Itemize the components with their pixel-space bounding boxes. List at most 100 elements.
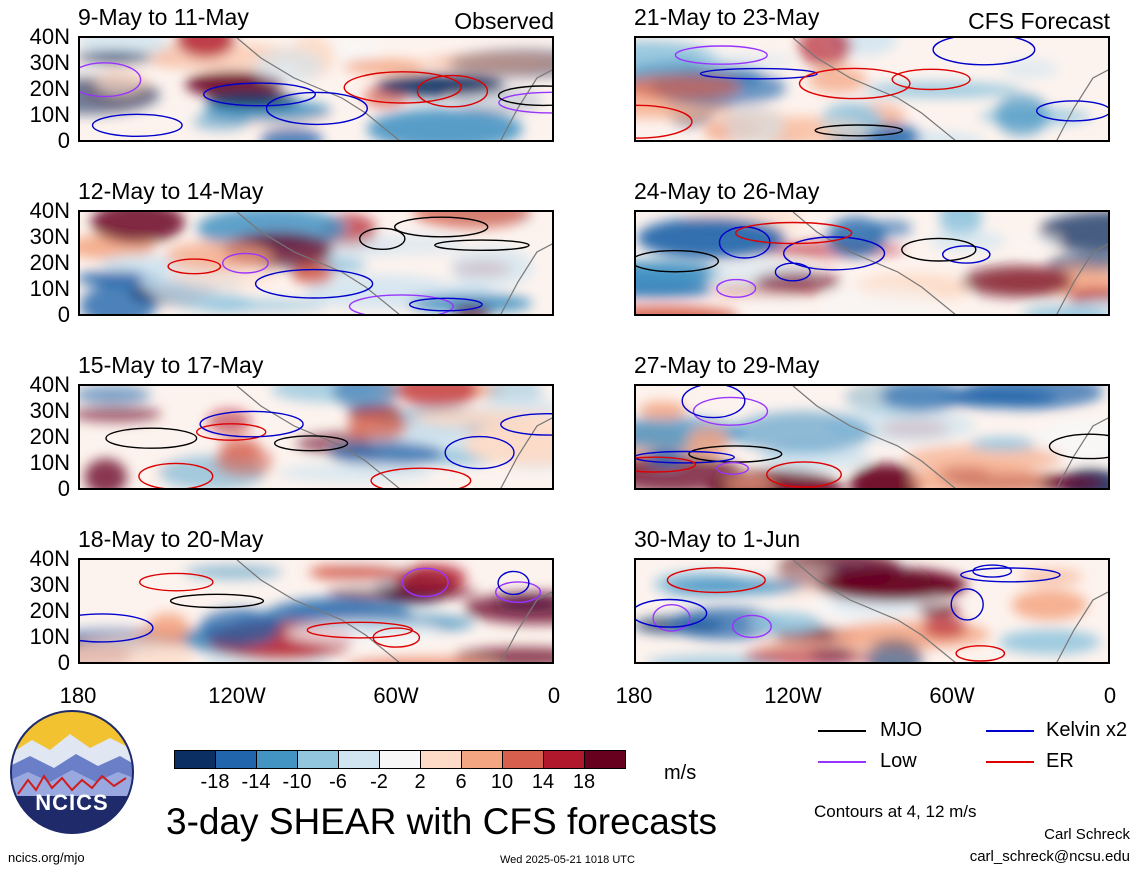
colorbar-bin [338,750,380,769]
lon-label: 0 [547,683,561,708]
contour-line [358,227,406,250]
contour-line [666,567,766,594]
contour-line [80,613,154,643]
panel-title-4: 18-May to 20-May [78,526,264,552]
contour-line [497,85,552,107]
lat-label: 30N [29,50,70,75]
colorbar-tick: -2 [370,771,388,793]
contour-line [699,67,818,80]
coastline [792,38,1108,140]
contour-line [1036,100,1108,122]
shear-field-3 [80,386,552,488]
contour-line [716,461,750,475]
lat-label: 20N [29,250,70,275]
contour-line [932,38,1036,66]
contour-line [195,423,267,441]
legend-line-kelvin [986,730,1034,732]
contour-line [766,461,842,488]
panel-title-1: 9-May to 11-May [78,4,249,30]
contour-line [169,593,265,609]
contour-line [274,435,349,452]
forecast-label: CFS Forecast [968,8,1110,34]
colorbar-tick: -18 [200,771,230,793]
contour-line [370,467,472,488]
map-panel-1 [78,36,554,142]
contour-line [950,588,984,621]
contour-line [774,262,811,282]
panel-title-5: 21-May to 23-May [634,4,820,30]
author-name: Carl Schreck [1044,826,1130,843]
lon-label: 120W [764,683,822,708]
map-panel-7 [634,384,1110,490]
contour-line [636,450,735,464]
lon-label: 0 [1103,683,1117,708]
contour-line [495,581,542,603]
author-email: carl_schreck@ncsu.edu [969,848,1130,865]
colorbar-bin [215,750,257,769]
contour-line [941,245,991,264]
contour-line [891,68,971,91]
contour-line [199,410,304,438]
coastline [236,212,552,314]
lon-label: 180 [59,683,97,708]
contour-line [444,435,515,470]
colorbar-bin [502,750,544,769]
contour-line [636,104,693,139]
contour-line [138,462,214,488]
lon-label: 180 [615,683,653,708]
colorbar-bin [256,750,298,769]
contour-line [681,386,746,419]
contour-line [139,572,214,592]
logo-text: NCICS [35,790,109,815]
contour-line [960,567,1061,583]
contour-line [692,396,769,426]
observed-label: Observed [454,8,554,34]
contour-line [394,216,489,238]
contour-line [91,113,183,138]
colorbar-bin [379,750,421,769]
contour-line [408,297,483,312]
contour-line [265,91,369,126]
contour-line [500,413,552,436]
contour-line [674,45,768,65]
legend-label-kelvin: Kelvin x2 [1046,719,1128,741]
contour-line [401,567,449,598]
shear-field-7 [636,386,1108,488]
lat-label: 30N [29,224,70,249]
contour-line [416,74,489,108]
colorbar-bin [584,750,626,769]
lat-label: 20N [29,424,70,449]
contour-line [343,71,462,104]
colorbar-bin [420,750,462,769]
contour-line [348,294,454,314]
contour-line [497,570,530,596]
contour-note: Contours at 4, 12 m/s [814,802,977,821]
lat-label: 40N [29,546,70,571]
contour-line [636,249,719,273]
shear-field-6 [636,212,1108,314]
colorbar-tick: -6 [329,771,347,793]
map-panel-8 [634,558,1110,664]
coastline [236,560,552,662]
colorbar-bin [543,750,585,769]
legend-label-low: Low [880,750,917,772]
contour-line [80,62,142,98]
panel-title-8: 30-May to 1-Jun [634,526,801,552]
site-url: ncics.org/mjo [8,850,85,865]
contour-line [955,645,1006,662]
contour-line [498,91,552,114]
contour-line [1048,433,1108,460]
legend-label-er: ER [1046,750,1074,772]
contour-line [636,456,696,473]
lat-label: 30N [29,398,70,423]
map-panel-3 [78,384,554,490]
contour-line [901,237,977,262]
shear-field-8 [636,560,1108,662]
contour-line [105,427,198,449]
contour-line [652,604,691,632]
contour-line [254,268,374,299]
map-panel-6 [634,210,1110,316]
shear-field-5 [636,38,1108,140]
panel-title-3: 15-May to 17-May [78,352,264,378]
main-title: 3-day SHEAR with CFS forecasts [166,801,718,842]
